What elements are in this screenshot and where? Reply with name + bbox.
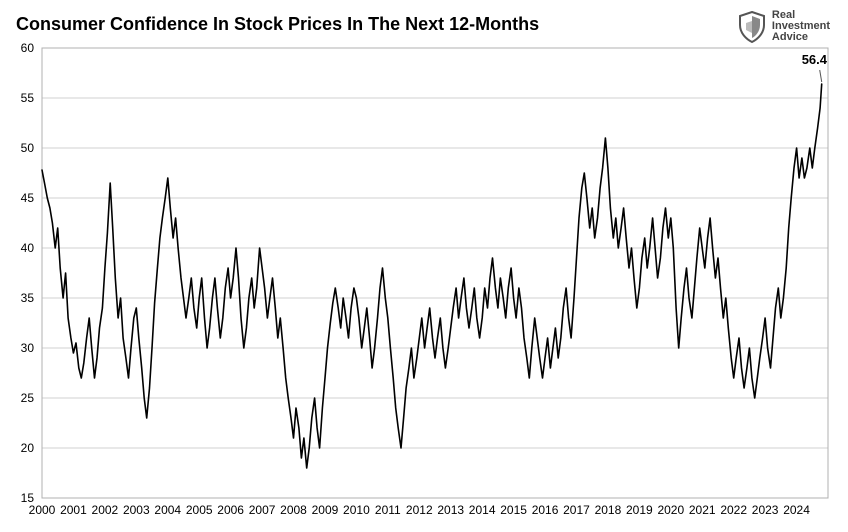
x-tick-label: 2016 <box>532 503 559 517</box>
callout-leader-line <box>820 70 822 82</box>
x-tick-label: 2015 <box>500 503 527 517</box>
x-tick-label: 2004 <box>154 503 181 517</box>
x-tick-label: 2021 <box>689 503 716 517</box>
y-tick-label: 60 <box>21 41 35 55</box>
y-tick-label: 45 <box>21 191 35 205</box>
x-tick-label: 2008 <box>280 503 307 517</box>
x-tick-label: 2009 <box>312 503 339 517</box>
x-tick-label: 2003 <box>123 503 150 517</box>
y-tick-label: 50 <box>21 141 35 155</box>
data-series-line <box>42 84 822 468</box>
y-tick-label: 20 <box>21 441 35 455</box>
x-tick-label: 2005 <box>186 503 213 517</box>
y-tick-label: 55 <box>21 91 35 105</box>
y-axis-group: 15202530354045505560 <box>21 41 35 505</box>
plot-border <box>42 48 828 498</box>
x-tick-label: 2022 <box>720 503 747 517</box>
y-tick-label: 30 <box>21 341 35 355</box>
x-tick-label: 2001 <box>60 503 87 517</box>
x-tick-label: 2000 <box>29 503 56 517</box>
callout-last-value: 56.4 <box>802 52 827 67</box>
chart-svg: 15202530354045505560 2000200120022003200… <box>0 0 848 532</box>
x-tick-label: 2020 <box>657 503 684 517</box>
x-tick-label: 2018 <box>595 503 622 517</box>
x-tick-label: 2024 <box>783 503 810 517</box>
x-tick-label: 2007 <box>249 503 276 517</box>
x-tick-label: 2017 <box>563 503 590 517</box>
x-tick-label: 2010 <box>343 503 370 517</box>
y-tick-label: 25 <box>21 391 35 405</box>
y-tick-label: 40 <box>21 241 35 255</box>
x-tick-label: 2011 <box>375 503 401 517</box>
x-tick-label: 2012 <box>406 503 433 517</box>
y-tick-label: 35 <box>21 291 35 305</box>
x-axis-group: 2000 2001 2002 2003 2004 2005 2006 2007 2008 2009… <box>29 503 811 517</box>
x-tick-label: 2014 <box>469 503 496 517</box>
chart-container: Consumer Confidence In Stock Prices In T… <box>0 0 848 532</box>
x-tick-label: 2023 <box>752 503 779 517</box>
x-tick-label: 2006 <box>217 503 244 517</box>
x-tick-label: 2019 <box>626 503 653 517</box>
grid-group <box>42 48 828 498</box>
x-tick-label: 2002 <box>92 503 119 517</box>
x-tick-label: 2013 <box>437 503 464 517</box>
